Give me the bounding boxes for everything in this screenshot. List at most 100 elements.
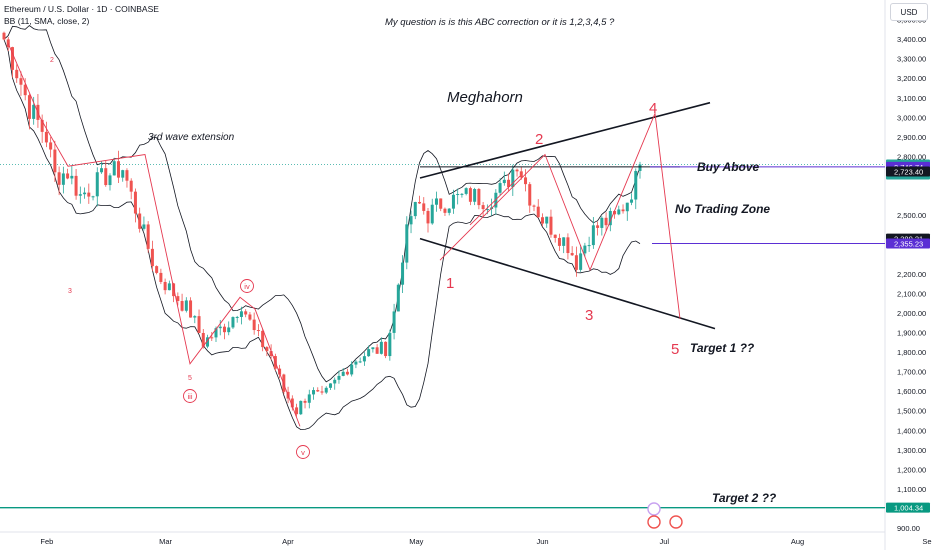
megahorn-label: Meghahorn — [447, 89, 523, 106]
candle — [515, 169, 519, 172]
candle — [524, 177, 528, 185]
candle — [27, 95, 31, 119]
candle — [66, 173, 70, 179]
candle — [604, 217, 608, 226]
y-tick-label: 1,700.00 — [897, 368, 926, 377]
currency-selector[interactable]: USD — [890, 3, 928, 21]
y-tick-label: 2,500.00 — [897, 211, 926, 220]
y-tick-label: 1,300.00 — [897, 446, 926, 455]
price-axis-badge — [886, 166, 930, 177]
candle — [295, 407, 299, 415]
candle — [83, 192, 87, 195]
candle — [439, 198, 443, 209]
candle — [176, 296, 180, 302]
candle — [320, 391, 324, 393]
candle — [146, 224, 150, 249]
current-wave-path[interactable] — [439, 111, 681, 319]
candle — [473, 189, 477, 202]
candle — [430, 204, 434, 224]
candle — [613, 210, 617, 215]
earnings-event-icon[interactable] — [647, 515, 661, 529]
y-tick-label: 1,900.00 — [897, 329, 926, 338]
candle — [201, 332, 205, 347]
y-tick-label: 3,000.00 — [897, 113, 926, 122]
wave-label-2: 2 — [535, 131, 543, 148]
y-tick-label: 1,600.00 — [897, 387, 926, 396]
candle — [418, 201, 422, 204]
candle — [150, 248, 154, 267]
candle — [167, 283, 171, 291]
candle — [341, 371, 345, 376]
candle — [350, 364, 354, 375]
candle — [426, 210, 430, 224]
candle — [625, 202, 629, 212]
roman-wave-label: v — [301, 448, 305, 457]
candle — [261, 330, 265, 348]
candle — [553, 234, 557, 238]
candle — [519, 171, 523, 178]
candle — [197, 316, 201, 333]
candle — [371, 347, 375, 350]
candle — [303, 400, 307, 403]
candle — [468, 188, 472, 202]
y-tick-label: 2,100.00 — [897, 289, 926, 298]
earlier-wave-path[interactable] — [7, 42, 301, 427]
candle — [116, 161, 120, 178]
buy-above-label: Buy Above — [697, 160, 760, 174]
candle — [193, 316, 197, 318]
small-wave-label: 3 — [68, 288, 72, 295]
no-trading-zone-label: No Trading Zone — [675, 202, 770, 216]
wave-1-2-leg[interactable] — [469, 175, 521, 226]
question-annotation: My question is is this ABC correction or… — [385, 17, 615, 28]
x-tick-label: May — [409, 537, 423, 546]
candle — [184, 300, 188, 311]
wave-label-4: 4 — [649, 100, 657, 117]
candle — [485, 208, 489, 210]
candle — [125, 170, 129, 181]
indicator-label[interactable]: BB (11, SMA, close, 2) — [4, 16, 90, 26]
candle — [384, 341, 388, 357]
small-wave-label: 5 — [188, 375, 192, 382]
candle — [239, 311, 243, 317]
candle — [269, 351, 273, 357]
candle — [32, 104, 36, 119]
target-2-label: Target 2 ?? — [712, 491, 777, 505]
candle — [536, 206, 540, 218]
candle — [617, 209, 621, 215]
candle — [49, 142, 53, 150]
candle — [511, 169, 515, 188]
candle — [600, 217, 604, 228]
price-axis-badge — [886, 502, 930, 513]
candle — [133, 191, 137, 214]
candle — [443, 208, 447, 213]
candle — [337, 375, 341, 380]
megaphone-upper-trendline[interactable] — [419, 101, 711, 179]
y-tick-label: 1,100.00 — [897, 485, 926, 494]
candle — [570, 253, 574, 256]
candle — [596, 225, 600, 228]
candle — [2, 32, 6, 40]
candle — [316, 390, 320, 392]
candle — [159, 272, 163, 282]
earnings-event-icon[interactable] — [669, 515, 683, 529]
candle — [95, 172, 99, 197]
candle — [214, 328, 218, 338]
lightning-event-icon[interactable] — [647, 502, 661, 516]
candle — [345, 371, 349, 375]
y-tick-label: 1,500.00 — [897, 407, 926, 416]
wave-label-3: 3 — [585, 307, 593, 324]
candle — [74, 175, 78, 196]
candle — [265, 347, 269, 352]
candle — [15, 69, 19, 79]
candle — [583, 245, 587, 254]
megaphone-lower-trendline[interactable] — [419, 237, 716, 330]
candle — [532, 205, 536, 207]
candle — [312, 390, 316, 395]
roman-wave-label: iv — [244, 282, 250, 291]
target-1-label: Target 1 ?? — [690, 341, 755, 355]
candle — [155, 266, 159, 273]
candle — [562, 237, 566, 246]
candle — [328, 383, 332, 388]
candle — [299, 400, 303, 415]
